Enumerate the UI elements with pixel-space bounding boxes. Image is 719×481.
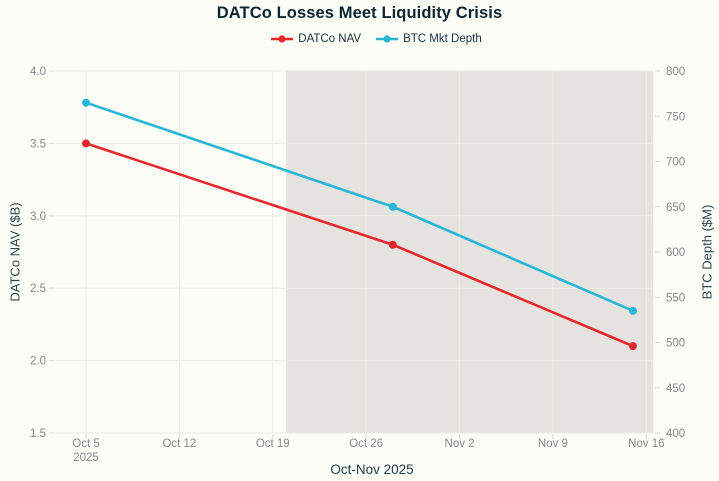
y-left-tick-label: 3.5 [30,138,46,150]
y-left-axis-title: DATCo NAV ($B) [7,202,23,302]
y-right-axis-title: BTC Depth ($M) [699,204,715,300]
y-left-tick-label: 2.5 [30,283,46,295]
y-left-tick-label: 2.0 [30,356,46,368]
legend-item-btc-mkt-depth[interactable]: BTC Mkt Depth [376,33,482,45]
x-tick-sublabel-year: 2025 [73,452,99,464]
y-left-tick-label: 1.5 [30,428,46,440]
legend: DATCo NAV BTC Mkt Depth [0,33,719,45]
data-point-btc-mkt-depth-oct-28[interactable] [388,202,397,211]
x-tick-label: Oct 26 [349,438,383,450]
y-right-tick-label: 450 [666,383,685,395]
legend-marker-btc-mkt-depth [376,35,399,43]
y-right-tick-label: 550 [666,292,685,304]
legend-label: BTC Mkt Depth [403,33,482,45]
x-axis-title: Oct-Nov 2025 [330,462,414,477]
x-tick-label: Nov 16 [628,438,664,450]
y-right-tick-label: 500 [666,338,685,350]
y-right-tick-label: 700 [666,157,685,169]
y-right-tick-label: 750 [666,111,685,123]
legend-label: DATCo NAV [298,33,362,45]
y-right-tick-label: 800 [666,66,685,78]
data-point-btc-mkt-depth-oct-5[interactable] [82,98,91,107]
legend-item-datco-nav[interactable]: DATCo NAV [271,33,361,45]
y-left-tick-label: 4.0 [30,66,46,78]
legend-marker-datco-nav [271,35,294,43]
data-point-btc-mkt-depth-nov-15[interactable] [628,306,637,315]
x-tick-label: Oct 12 [162,438,196,450]
x-tick-label: Nov 2 [445,438,475,450]
y-right-tick-label: 650 [666,202,685,214]
x-tick-label: Oct 19 [256,438,290,450]
chart-title: DATCo Losses Meet Liquidity Crisis [216,4,503,22]
data-point-datco-nav-oct-28[interactable] [388,240,397,249]
x-tick-label: Oct 5 [72,438,99,450]
y-right-tick-label: 400 [666,428,685,440]
data-point-datco-nav-nov-15[interactable] [628,342,637,351]
crisis-shaded-region [286,71,653,433]
data-point-datco-nav-oct-5[interactable] [82,139,91,148]
x-tick-label: Nov 9 [538,438,568,450]
y-left-tick-label: 3.0 [30,211,46,223]
y-right-tick-label: 600 [666,247,685,259]
